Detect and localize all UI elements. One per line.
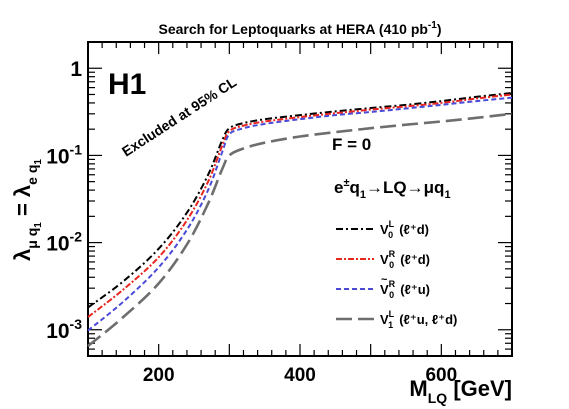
f-annotation: F = 0 [332, 135, 371, 154]
process-label: e±q1→LQ→μq1 [334, 177, 451, 201]
series-line-3 [87, 112, 513, 348]
y-tick-label: 10-2 [46, 229, 82, 256]
y-tick-label: 10-3 [46, 316, 82, 343]
chart-title: Search for Leptoquarks at HERA (410 pb-1… [158, 20, 441, 37]
y-tick-label: 10-1 [46, 141, 82, 168]
x-tick-label: 400 [284, 365, 316, 386]
y-axis-label: λμ q1 = λe q1 [10, 159, 44, 261]
x-tick-label: 600 [425, 365, 457, 386]
series-line-0 [87, 92, 513, 309]
legend-tilde-2: ~ [381, 274, 388, 286]
plot-area: 200 400 600 1 10-1 10-2 10-3 VL 0 (ℓ⁺d) VR 0 (ℓ⁺d) VR… [46, 41, 513, 386]
h1-logo: H1 [108, 68, 146, 101]
series-line-1 [87, 93, 513, 318]
x-tick-label: 200 [143, 365, 175, 386]
legend-entry-1: VR 0 (ℓ⁺d) [380, 249, 430, 270]
legend-entry-3: VL 1 (ℓ⁺u, ℓ⁺d) [380, 309, 457, 330]
title-superscript: -1 [428, 20, 437, 31]
x-axis-label: MLQ [GeV] [409, 376, 512, 406]
legend-entry-0: VL 0 (ℓ⁺d) [380, 219, 429, 240]
y-tick-label: 1 [70, 58, 82, 81]
series-line-2 [87, 96, 513, 332]
legend-entry-2: VR 0 (ℓ⁺u) [380, 279, 430, 300]
